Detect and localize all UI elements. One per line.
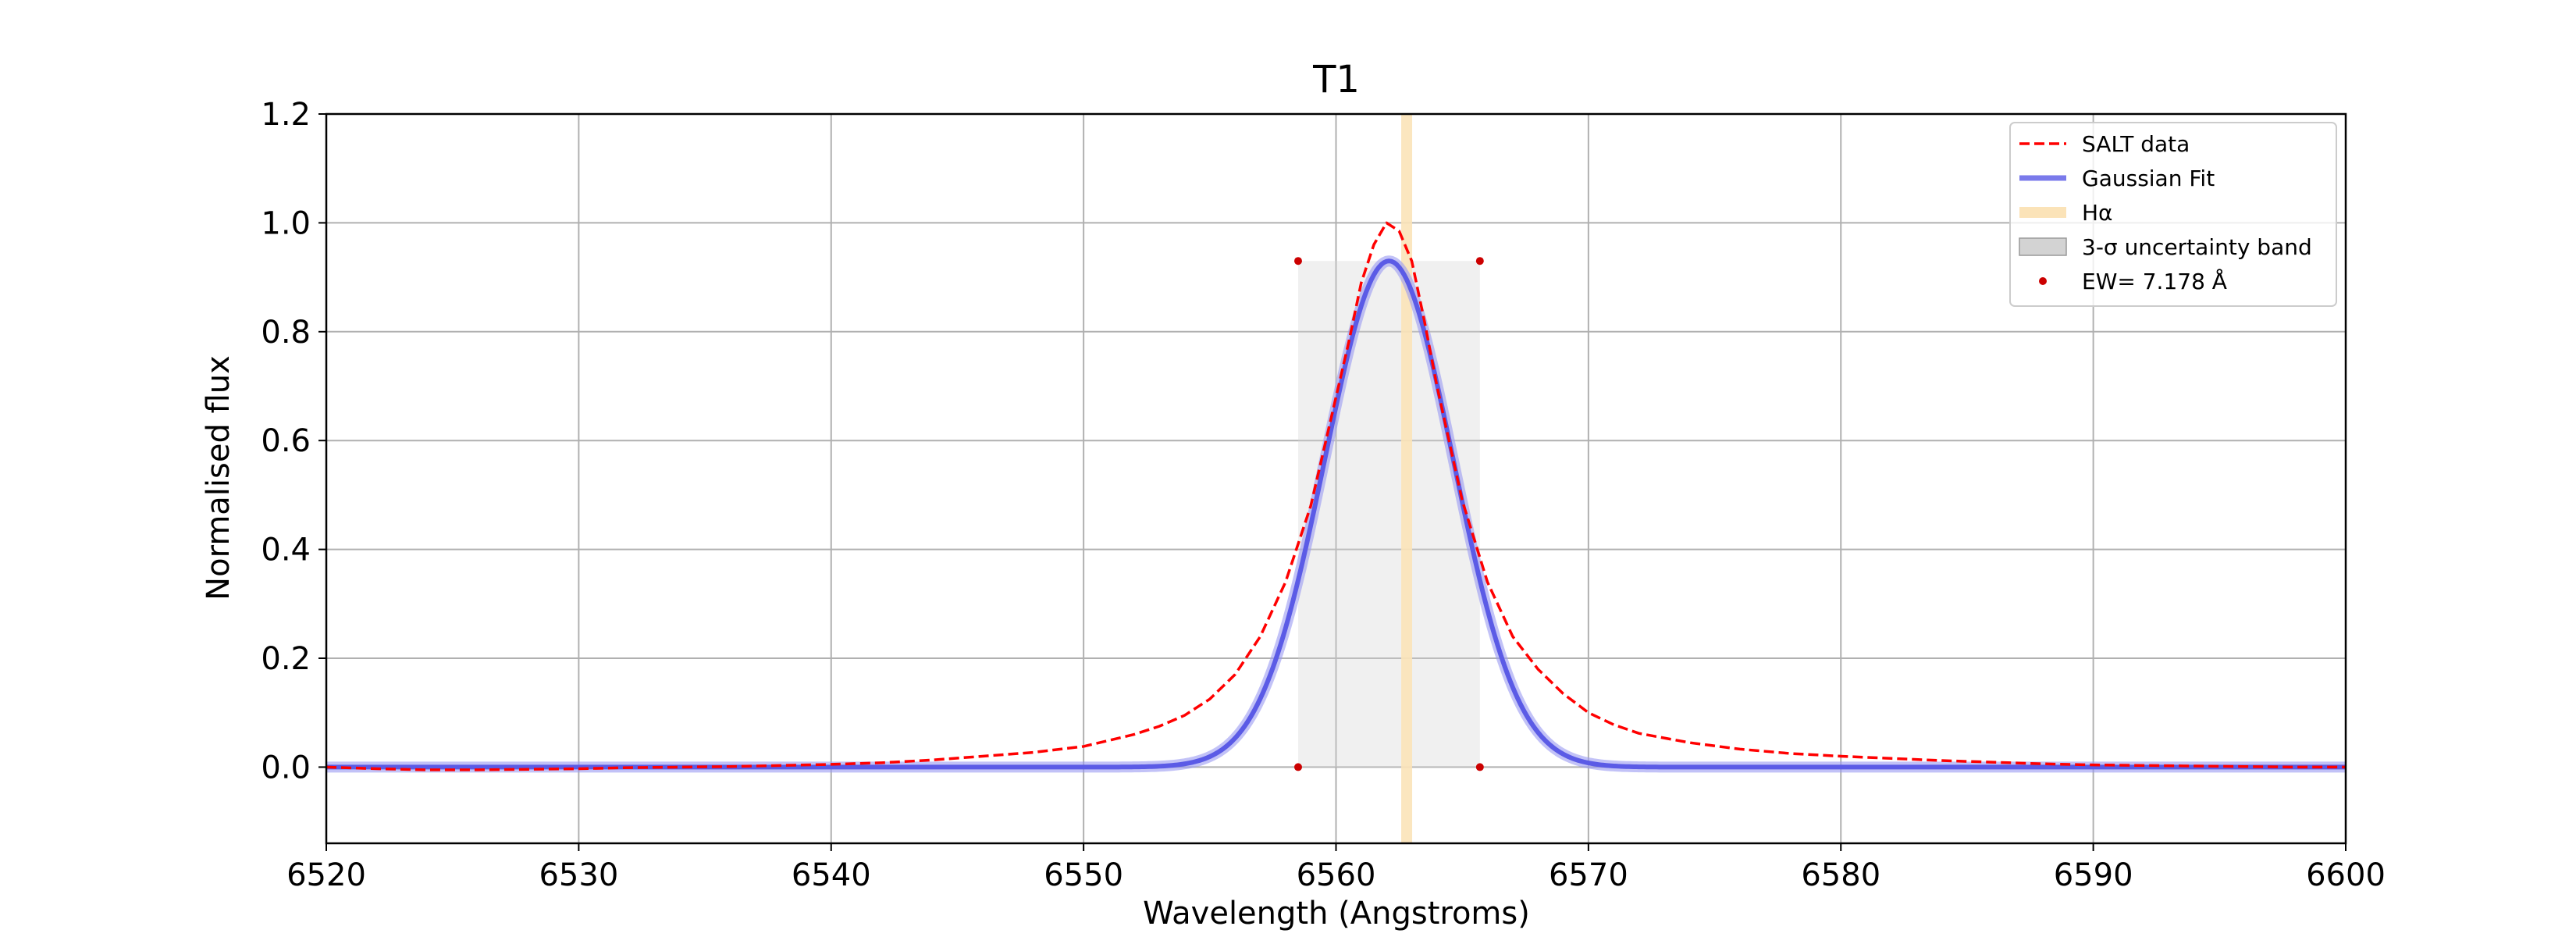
y-axis-title: Normalised flux	[201, 355, 237, 600]
x-tick-label: 6540	[792, 857, 871, 893]
legend-label: Hα	[2082, 200, 2113, 226]
x-axis-title: Wavelength (Angstroms)	[1143, 896, 1530, 932]
legend-label: 3-σ uncertainty band	[2082, 234, 2312, 260]
legend-handle-ew-marker	[2039, 277, 2047, 285]
salt-data-line	[326, 221, 2346, 771]
x-tick-label: 6530	[539, 857, 618, 893]
tick-layer: 6520 6530 6540 6550 6560 6570 6580 6590 6600 0.0 0…	[261, 97, 2386, 893]
gaussian-fit-line	[326, 258, 2346, 770]
y-tick-label: 1.2	[261, 97, 311, 133]
ew-marker	[1475, 763, 1484, 771]
x-tick-label: 6590	[2054, 857, 2133, 893]
y-tick-label: 0.6	[261, 423, 311, 459]
ew-marker	[1475, 257, 1484, 265]
x-tick-label: 6550	[1044, 857, 1123, 893]
y-tick-label: 0.8	[261, 315, 311, 351]
x-tick-label: 6580	[1801, 857, 1880, 893]
y-tick-label: 0.0	[261, 750, 311, 786]
x-tick-label: 6560	[1297, 857, 1376, 893]
ew-marker	[1293, 257, 1302, 265]
y-tick-label: 0.4	[261, 533, 311, 568]
x-tick-label: 6520	[286, 857, 366, 893]
legend-box	[2009, 122, 2337, 307]
y-tick-label: 1.0	[261, 205, 311, 241]
series-layer	[323, 221, 2349, 773]
marker-layer	[1293, 257, 1484, 771]
uncertainty-band	[1297, 261, 1480, 768]
legend-label: Gaussian Fit	[2082, 166, 2215, 191]
legend-label: EW= 7.178 Å	[2082, 268, 2227, 294]
x-tick-label: 6600	[2306, 857, 2386, 893]
ew-marker	[1293, 763, 1302, 771]
chart-title: T1	[1312, 58, 1360, 102]
legend: SALT data Gaussian Fit Hα 3-σ uncertainty b…	[2009, 122, 2337, 307]
y-tick-label: 0.2	[261, 641, 311, 677]
uncertainty-band-layer	[1297, 261, 1480, 768]
legend-label: SALT data	[2082, 131, 2190, 157]
x-tick-label: 6570	[1549, 857, 1628, 893]
legend-handle-band	[2019, 237, 2067, 256]
